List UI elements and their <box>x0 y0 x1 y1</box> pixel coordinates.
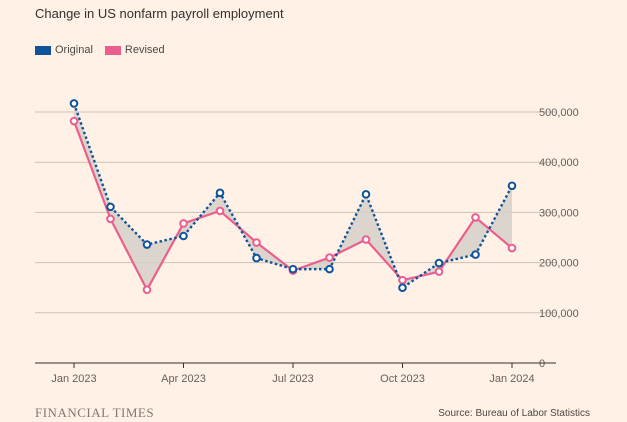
data-point-revised <box>434 267 444 276</box>
data-point-original <box>252 253 261 263</box>
x-tick-label: Oct 2023 <box>380 373 425 385</box>
x-tick-label: Jan 2024 <box>489 373 534 385</box>
y-tick-label: 200,000 <box>539 258 579 270</box>
data-point-revised <box>507 243 517 253</box>
data-point-original <box>471 250 480 259</box>
data-point-original <box>215 188 225 198</box>
x-tick-label: Apr 2023 <box>161 373 206 385</box>
data-point-original <box>325 264 334 274</box>
data-point-revised <box>471 213 480 222</box>
data-point-revised <box>398 275 407 285</box>
legend-swatch-revised <box>104 45 121 55</box>
data-point-revised <box>325 253 334 262</box>
data-point-revised <box>179 219 188 228</box>
y-tick-label: 100,000 <box>539 308 579 320</box>
data-point-revised <box>106 214 115 224</box>
legend-item-original: Original <box>35 44 93 56</box>
data-point-revised <box>142 285 152 295</box>
legend-label-original: Original <box>55 44 93 56</box>
y-tick-label: 300,000 <box>539 207 579 219</box>
y-tick-label: 0 <box>539 358 545 370</box>
data-point-original <box>142 240 152 249</box>
data-point-original <box>398 283 407 293</box>
legend: Original Revised <box>35 44 165 56</box>
publisher-logo: FINANCIAL TIMES <box>35 405 155 420</box>
data-point-revised <box>215 206 225 216</box>
source-note: Source: Bureau of Labor Statistics <box>438 408 590 419</box>
data-point-original <box>69 99 79 108</box>
data-point-original <box>179 231 188 241</box>
data-point-original <box>434 258 444 268</box>
data-point-original <box>361 190 371 199</box>
data-point-original <box>288 264 298 274</box>
y-tick-label: 400,000 <box>539 157 579 169</box>
legend-swatch-original <box>35 45 51 55</box>
data-point-revised <box>69 116 79 126</box>
data-point-original <box>507 181 517 191</box>
x-tick-label: Jul 2023 <box>272 373 314 385</box>
x-tick-label: Jan 2023 <box>51 373 96 385</box>
y-tick-label: 500,000 <box>539 107 579 119</box>
data-point-revised <box>361 235 371 244</box>
chart-title: Change in US nonfarm payroll employment <box>35 6 284 21</box>
legend-label-revised: Revised <box>124 44 165 56</box>
data-point-revised <box>252 238 261 247</box>
data-point-original <box>106 202 115 212</box>
legend-item-revised: Revised <box>104 44 165 56</box>
